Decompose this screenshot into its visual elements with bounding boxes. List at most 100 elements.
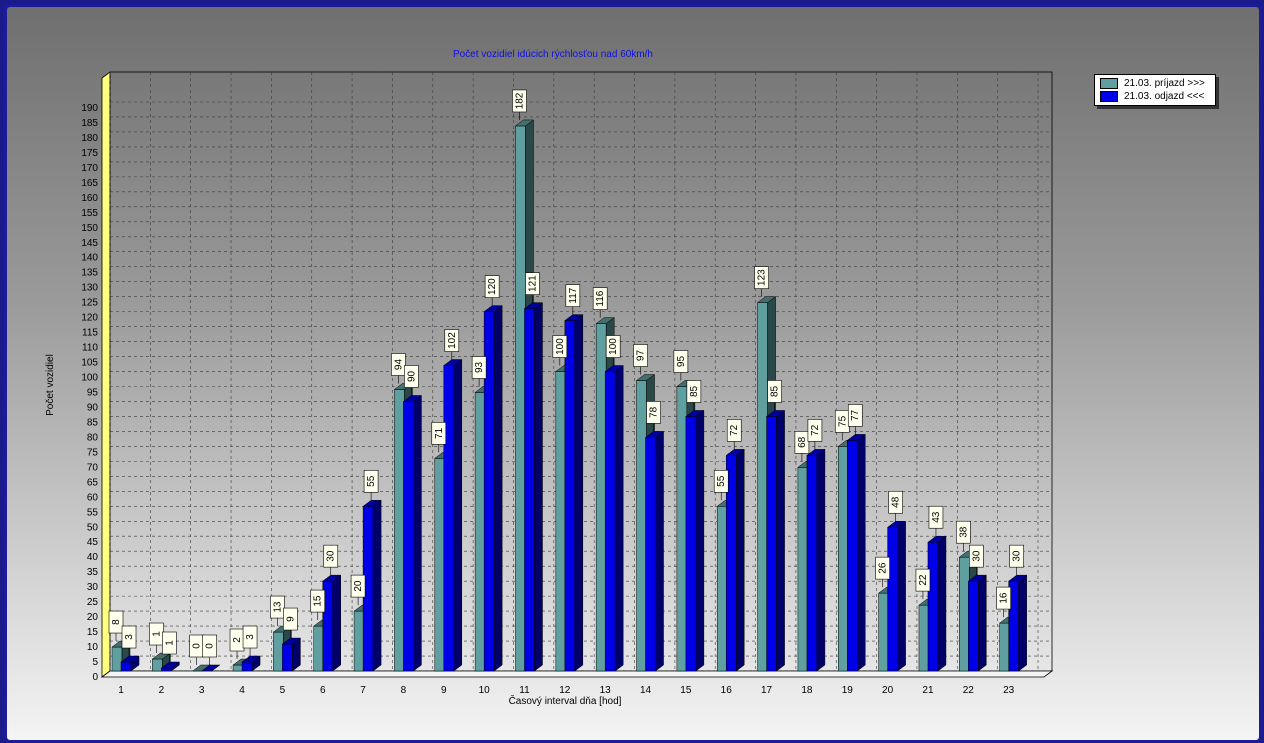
bar-departures-15-front: [685, 416, 697, 672]
data-label-departures-20: 48: [891, 496, 902, 508]
bar-departures-14-top: [644, 431, 665, 438]
x-tick-label: 4: [239, 685, 245, 696]
data-label-departures-16-box: [726, 419, 742, 442]
data-label-arrivals-5-box: [270, 595, 285, 619]
y-tick-label: 120: [81, 313, 98, 324]
y-tick-label: 150: [81, 223, 98, 234]
bar-departures-17: [765, 409, 786, 672]
x-tick-label: 17: [761, 685, 773, 696]
bar-arrivals-12-front: [555, 371, 567, 672]
bar-arrivals-16-front: [716, 506, 728, 672]
data-label-arrivals-7-box: [350, 574, 366, 598]
bar-departures-14: [644, 430, 665, 672]
data-label-arrivals-11-box: [512, 89, 527, 113]
bar-departures-15: [685, 409, 705, 672]
bar-departures-18: [806, 448, 826, 672]
data-label-departures-17: 85: [770, 385, 781, 397]
x-tick-label: 7: [360, 685, 366, 696]
bar-departures-21-side: [937, 535, 947, 672]
bar-departures-21-front: [927, 541, 939, 672]
data-label-departures-15: 85: [689, 385, 700, 397]
y-tick-label: 125: [81, 298, 98, 309]
data-label-departures-4: 3: [245, 634, 256, 640]
data-label-arrivals-6-box: [310, 589, 326, 613]
data-label-arrivals-12: 100: [555, 338, 566, 355]
y-tick-label: 160: [81, 193, 98, 204]
data-label-departures-9-box: [444, 329, 460, 352]
bar-departures-7: [362, 499, 382, 672]
x-tick-label: 12: [559, 685, 571, 696]
bar-departures-22-top: [967, 574, 988, 582]
bar-arrivals-21-front: [918, 604, 930, 672]
x-tick-label: 18: [801, 685, 813, 696]
bar-arrivals-15-front: [676, 386, 688, 672]
data-label-departures-3: 0: [205, 643, 216, 649]
data-label-departures-7: 55: [366, 475, 377, 487]
bar-arrivals-14-top: [635, 374, 656, 381]
y-tick-label: 85: [87, 417, 99, 428]
y-tick-label: 50: [87, 522, 99, 533]
y-tick-label: 185: [81, 118, 98, 129]
legend-label-series-2: 21.03. odjazd <<<: [1124, 91, 1205, 103]
x-tick-label: 14: [640, 685, 652, 696]
bar-departures-23-side: [1018, 574, 1027, 672]
data-label-arrivals-22-box: [956, 520, 971, 544]
bar-departures-20-front: [887, 527, 898, 672]
y-side-wall: [101, 71, 111, 678]
data-label-arrivals-20: 26: [878, 562, 889, 574]
y-tick-label: 135: [81, 268, 98, 279]
bar-arrivals-18-front: [797, 467, 809, 672]
data-label-departures-13-box: [605, 335, 621, 358]
bar-arrivals-19-front: [838, 446, 849, 672]
bar-arrivals-11-top: [514, 119, 535, 127]
bar-departures-4: [241, 655, 261, 672]
legend-swatch-series-1: [1100, 78, 1118, 89]
y-tick-label: 25: [87, 597, 99, 608]
data-label-departures-18-box: [807, 419, 823, 442]
bar-departures-19-front: [847, 440, 858, 672]
x-tick-label: 1: [118, 685, 124, 696]
bar-departures-10-top: [483, 305, 503, 312]
bar-departures-8-side: [413, 394, 422, 672]
data-label-arrivals-5: 13: [272, 601, 283, 613]
data-label-departures-9: 102: [447, 332, 458, 349]
bar-departures-1: [120, 655, 140, 672]
bar-departures-19-side: [857, 433, 866, 672]
bar-departures-22: [967, 574, 988, 672]
bar-departures-16-top: [725, 449, 745, 456]
y-tick-label: 75: [87, 447, 99, 458]
bar-arrivals-23-front: [999, 622, 1010, 672]
bar-departures-11: [523, 302, 544, 672]
bar-departures-15-side: [695, 409, 705, 672]
data-label-departures-19-box: [847, 404, 863, 427]
bar-departures-20-side: [897, 520, 906, 672]
data-label-departures-10: 120: [487, 278, 498, 295]
bar-departures-17-side: [776, 409, 785, 672]
y-axis-label: Počet vozidiel: [45, 354, 56, 416]
y-tick-label: 95: [87, 388, 99, 399]
bar-arrivals-20-front: [878, 592, 889, 672]
data-label-departures-14: 78: [649, 406, 660, 418]
x-tick-label: 2: [159, 685, 165, 696]
bar-departures-21-top: [927, 535, 947, 543]
data-label-arrivals-20-box: [875, 556, 890, 580]
y-tick-label: 70: [87, 462, 99, 473]
data-label-departures-22-box: [969, 544, 984, 568]
chart-frame: Počet vozidiel idúcich rýchlosťou nad 60…: [4, 4, 1262, 743]
y-tick-label: 0: [92, 672, 98, 683]
data-label-arrivals-19: 75: [837, 415, 848, 427]
bar-departures-2-front: [161, 667, 172, 672]
data-label-arrivals-18: 68: [797, 436, 808, 448]
y-tick-label: 80: [87, 432, 99, 443]
data-label-arrivals-11: 182: [514, 92, 525, 109]
bar-departures-18-side: [816, 448, 826, 672]
data-label-arrivals-15: 95: [676, 356, 687, 368]
bar-departures-13-front: [604, 371, 616, 672]
data-label-departures-16: 72: [729, 424, 740, 436]
data-label-arrivals-4: 2: [232, 637, 243, 643]
bar-arrivals-17-front: [757, 302, 768, 672]
data-label-departures-11: 121: [527, 275, 538, 292]
bar-departures-9: [443, 359, 463, 672]
bar-arrivals-1-front: [111, 646, 123, 672]
bar-departures-3: [200, 664, 221, 672]
